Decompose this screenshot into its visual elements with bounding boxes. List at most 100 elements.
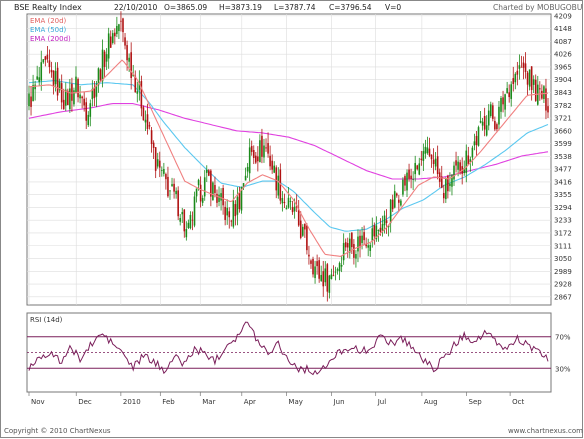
candle-body <box>161 170 163 171</box>
candle-body <box>477 127 480 146</box>
candle-body <box>138 81 141 90</box>
legend-ema50: EMA (50d) <box>30 26 67 34</box>
candle-body <box>103 51 106 67</box>
candle-body <box>46 54 49 60</box>
candle-body <box>514 73 517 83</box>
candle-body <box>216 193 218 203</box>
candle-body <box>483 116 486 130</box>
candle-body <box>152 142 155 148</box>
candle-body <box>336 269 339 271</box>
candle-body <box>269 155 271 167</box>
candle-body <box>183 209 186 232</box>
y-tick-label: 3904 <box>554 76 572 84</box>
candle-body <box>473 141 476 146</box>
candle-body <box>218 194 220 202</box>
candle-body <box>297 209 300 226</box>
candle-body <box>279 169 282 201</box>
candle-body <box>91 88 94 100</box>
volume-readout: V=0 <box>385 3 401 12</box>
candle-body <box>393 191 396 208</box>
candle-body <box>191 219 194 221</box>
candle-body <box>120 20 122 22</box>
candle-body <box>234 204 237 217</box>
candle-body <box>287 197 290 208</box>
candle-body <box>445 178 447 200</box>
candle-body <box>97 68 100 86</box>
candle-body <box>107 33 110 59</box>
candle-body <box>518 65 521 69</box>
x-tick-label: May <box>288 398 302 406</box>
y-tick-label: 3599 <box>554 140 572 148</box>
candle-body <box>238 192 241 210</box>
candle-body <box>291 206 294 213</box>
candle-body <box>42 59 45 63</box>
candle-body <box>355 254 357 259</box>
candle-body <box>398 199 400 203</box>
candle-body <box>265 147 267 149</box>
candle-body <box>306 225 308 251</box>
candle-body <box>124 37 126 46</box>
candle-body <box>205 169 208 173</box>
candle-body <box>62 99 65 110</box>
x-tick-label: Aug <box>424 398 438 406</box>
candle-body <box>203 177 206 197</box>
candle-body <box>328 275 331 293</box>
candle-body <box>416 165 419 170</box>
candle-body <box>109 36 112 48</box>
candle-body <box>494 120 496 130</box>
rsi-level-30: 30% <box>555 365 571 373</box>
candle-body <box>530 66 533 91</box>
candle-body <box>105 54 108 62</box>
candle-body <box>467 155 470 165</box>
candle-body <box>228 211 231 218</box>
candle-body <box>534 79 537 101</box>
x-tick-label: Dec <box>78 398 92 406</box>
price-panel: 4209 4148 4087 4026 3965 3904 3843 3782 3721 3660… <box>26 11 572 306</box>
candle-body <box>34 84 36 90</box>
candle-body <box>400 200 402 206</box>
candle-body <box>144 119 147 123</box>
rsi-label: RSI (14d) <box>30 316 63 324</box>
x-axis-labels: Nov Dec 2010 Feb Mar Apr May Jun Jul Aug Sep Oct <box>28 392 524 406</box>
candle-body <box>240 187 243 211</box>
y-tick-label: 2867 <box>554 293 572 301</box>
candle-body <box>404 176 406 186</box>
candle-body <box>391 199 394 210</box>
x-tick-label: Oct <box>512 398 524 406</box>
candle-body <box>449 183 451 187</box>
candle-body <box>361 235 363 244</box>
x-tick-label: Sep <box>469 398 483 406</box>
candle-body <box>114 32 116 37</box>
candle-body <box>154 147 157 171</box>
candle-body <box>212 182 214 201</box>
chart-title: BSE Realty Index <box>14 3 82 12</box>
candle-body <box>181 212 184 215</box>
candle-body <box>524 63 527 73</box>
candle-body <box>128 57 130 62</box>
y-tick-label: 4148 <box>554 25 572 33</box>
candle-body <box>187 222 190 229</box>
price-panel-border <box>26 13 552 306</box>
footer-site: www.chartnexus.com <box>508 427 583 435</box>
candle-body <box>377 230 380 231</box>
candle-body <box>424 146 427 154</box>
candle-body <box>422 151 425 161</box>
candle-body <box>310 260 312 264</box>
candle-body <box>289 201 292 202</box>
candle-body <box>371 228 374 241</box>
candle-body <box>442 192 445 199</box>
y-tick-label: 2989 <box>554 268 572 276</box>
candle-body <box>547 106 549 113</box>
candle-body <box>324 268 327 283</box>
y-tick-label: 3721 <box>554 115 572 123</box>
candle-body <box>532 79 535 85</box>
candle-body <box>469 159 472 163</box>
candle-body <box>312 258 314 275</box>
rsi-layer <box>28 321 549 376</box>
candle-body <box>134 75 137 93</box>
candle-body <box>246 166 249 172</box>
candle-body <box>259 140 261 163</box>
candle-body <box>455 160 457 166</box>
candle-body <box>285 207 288 210</box>
candle-body <box>79 94 81 99</box>
